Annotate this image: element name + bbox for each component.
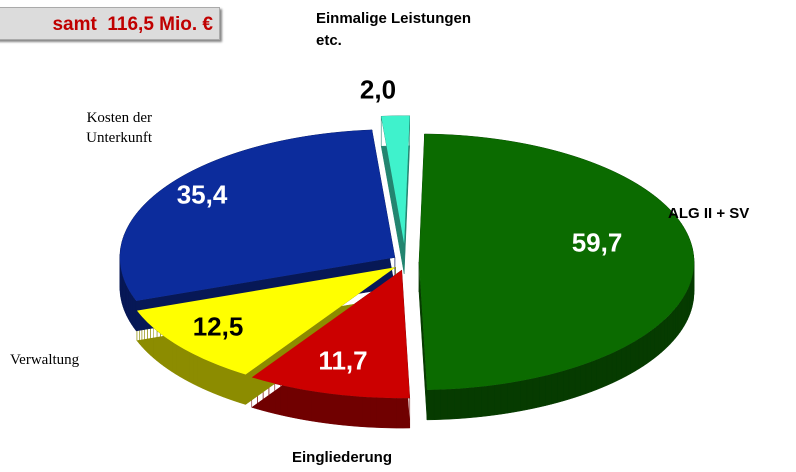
- slice: [251, 270, 410, 399]
- value-label: 2,0: [359, 74, 397, 105]
- slice: [381, 115, 410, 244]
- category-label: Kosten der Unterkunft: [86, 110, 152, 146]
- category-label: Verwaltung: [10, 352, 80, 368]
- category-label: ALG II + SV: [668, 205, 750, 222]
- category-label: Einmalige Leistungen etc.: [316, 10, 472, 49]
- slice: [119, 129, 395, 301]
- value-label: 12,5: [192, 311, 244, 342]
- value-label: 59,7: [571, 227, 623, 258]
- category-label: Eingliederung: [292, 449, 393, 466]
- slice: [418, 133, 694, 390]
- value-label: 11,7: [318, 345, 368, 376]
- slice: [136, 267, 396, 375]
- chart-title: samt 116,5 Mio. €: [0, 7, 220, 40]
- value-label: 35,4: [176, 179, 228, 210]
